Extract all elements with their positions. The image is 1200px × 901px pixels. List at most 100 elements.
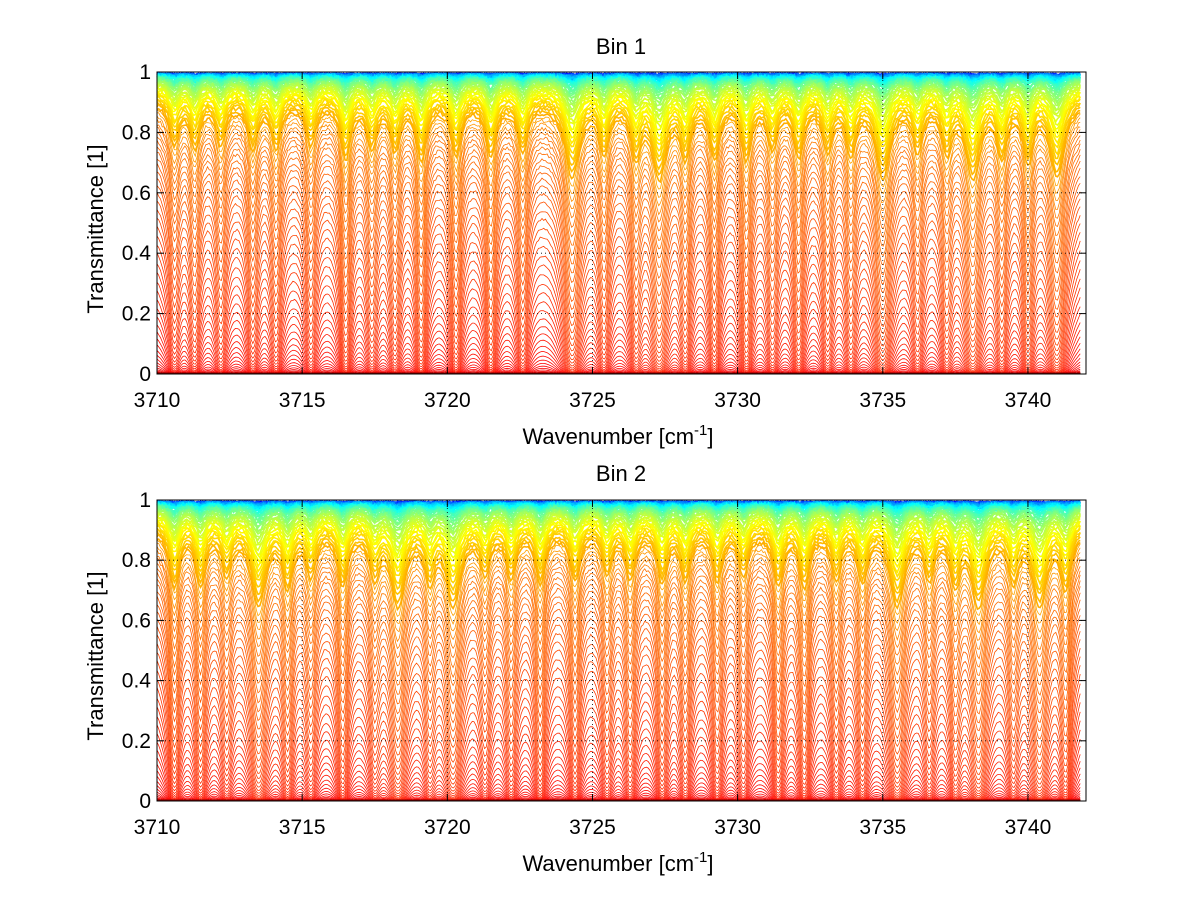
series-line (157, 520, 1081, 570)
grid-layer (157, 500, 1086, 801)
x-tick-label: 3710 (134, 816, 181, 839)
series-line (156, 539, 1081, 617)
series-line (156, 290, 1081, 373)
series-line (156, 98, 1081, 164)
series-line (156, 618, 1081, 749)
series-line (156, 263, 1081, 368)
series-line (156, 679, 1081, 789)
ticks-layer: 3710 3715 3720 3725 3730 3735 3740 0 0.2 0.4 0.6 0.… (122, 61, 1086, 412)
y-axis-label: Transmittance [1] (83, 144, 108, 313)
series-line (156, 538, 1081, 612)
series-line (157, 80, 1081, 107)
series-line (156, 136, 1081, 250)
series-line (156, 522, 1081, 580)
series-line (156, 82, 1081, 112)
series-line (156, 549, 1081, 643)
series-line (156, 146, 1081, 268)
series-line (156, 152, 1081, 279)
series-line (156, 200, 1081, 337)
series-line (156, 749, 1081, 801)
y-axis-label: Transmittance [1] (83, 571, 108, 740)
chart-title: Bin 1 (596, 34, 646, 59)
series-line (156, 118, 1081, 216)
series-layer (156, 71, 1081, 374)
series-line (156, 527, 1081, 586)
series-line (156, 282, 1081, 371)
series-line (156, 724, 1081, 799)
series-line (156, 733, 1081, 800)
series-line (156, 226, 1081, 354)
x-tick-label: 3730 (714, 816, 761, 839)
x-tick-label: 3715 (279, 816, 326, 839)
series-line (156, 338, 1081, 374)
series-line (156, 209, 1081, 343)
y-tick-label: 0.2 (122, 730, 151, 753)
y-tick-label: 0.4 (122, 242, 152, 265)
y-tick-label: 0.6 (122, 609, 151, 632)
series-line (156, 568, 1081, 679)
series-line (156, 527, 1081, 592)
chart-panel-bin-1: Bin 1 3710 3715 3720 3725 3730 3735 3740 0 0.2 0.… (83, 34, 1087, 449)
series-line (156, 584, 1081, 705)
series-line (157, 91, 1081, 137)
series-line (156, 660, 1081, 781)
series-line (156, 625, 1081, 757)
series-line (156, 192, 1081, 330)
series-line (156, 571, 1081, 687)
y-tick-label: 0.6 (122, 182, 151, 205)
series-line (156, 344, 1081, 374)
chart-panel-bin-2: Bin 2 3710 3715 3720 3725 3730 3735 3740 0 0.2 0.… (83, 461, 1087, 876)
x-axis-label: Wavenumber [cm-1] (522, 422, 713, 449)
plot-area (156, 499, 1087, 802)
series-line (156, 643, 1081, 770)
y-tick-label: 1 (139, 489, 151, 512)
series-line (156, 308, 1081, 374)
series-line (156, 139, 1081, 259)
series-line (156, 741, 1081, 801)
x-tick-label: 3740 (1005, 816, 1052, 839)
series-line (156, 252, 1081, 365)
grid-layer (157, 72, 1086, 374)
series-line (156, 107, 1081, 184)
x-tick-label: 3710 (134, 389, 181, 412)
series-line (156, 158, 1081, 287)
series-line (156, 555, 1081, 650)
series-line (156, 109, 1081, 190)
series-line (156, 512, 1081, 546)
series-line (156, 217, 1081, 349)
series-line (156, 757, 1081, 801)
series-line (156, 687, 1081, 792)
y-tick-label: 0.8 (122, 121, 151, 144)
y-tick-label: 0.2 (122, 303, 151, 326)
series-line (156, 557, 1081, 660)
series-line (156, 604, 1081, 733)
ticks-layer: 3710 3715 3720 3725 3730 3735 3740 0 0.2 0.4 0.6 0.… (122, 489, 1086, 839)
series-line (156, 171, 1081, 305)
x-axis-label: Wavenumber [cm-1] (522, 849, 713, 876)
series-line (156, 516, 1081, 553)
series-line (156, 716, 1081, 798)
series-line (156, 546, 1081, 634)
series-line (156, 102, 1081, 176)
series-line (156, 652, 1081, 776)
x-tick-label: 3735 (859, 816, 906, 839)
x-tick-label: 3725 (569, 816, 616, 839)
x-tick-label: 3720 (424, 816, 471, 839)
series-line (156, 634, 1081, 763)
series-line (156, 595, 1081, 724)
series-line (156, 299, 1081, 373)
series-line (156, 163, 1081, 297)
x-tick-label: 3715 (279, 389, 326, 412)
x-tick-label: 3740 (1005, 389, 1052, 412)
series-line (156, 331, 1081, 374)
series-line (156, 578, 1081, 697)
series-line (157, 112, 1081, 198)
chart-title: Bin 2 (596, 461, 646, 486)
y-tick-label: 0 (139, 790, 151, 813)
series-line (156, 530, 1081, 597)
series-line (156, 698, 1081, 795)
y-tick-label: 0.4 (122, 670, 152, 693)
y-tick-label: 1 (139, 61, 151, 84)
series-line (156, 316, 1081, 374)
